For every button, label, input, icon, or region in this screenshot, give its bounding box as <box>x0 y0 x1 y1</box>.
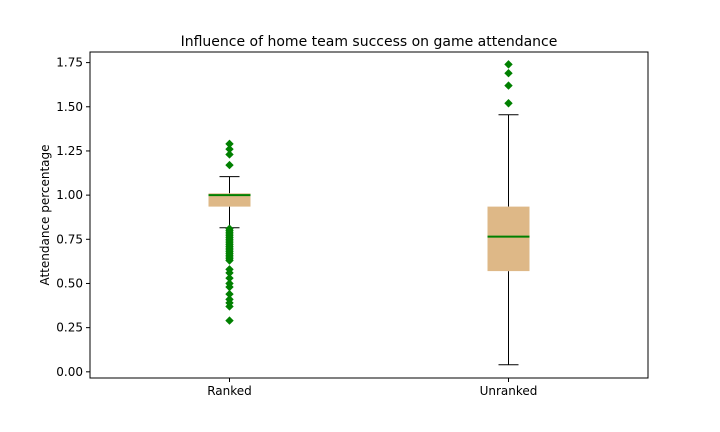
flier-point <box>504 60 513 69</box>
flier-point <box>225 139 234 149</box>
flier-point <box>225 150 234 159</box>
flier-point <box>225 256 234 265</box>
y-tick-label: 1.75 <box>56 56 83 70</box>
flier-point <box>225 282 234 292</box>
flier-point <box>504 69 513 78</box>
plot-area: 0.00 0.25 0.50 0.75 1.00 1.25 1.50 1.75 Ranked Un… <box>56 56 537 398</box>
y-tick-label: 1.50 <box>56 100 83 114</box>
flier-point <box>225 316 234 325</box>
flier-point <box>504 81 513 90</box>
flier-point <box>225 268 234 278</box>
flier-point <box>225 302 234 311</box>
box-iqr <box>208 193 251 207</box>
flier-point <box>225 273 234 283</box>
flier-point <box>225 289 234 299</box>
y-tick-label: 1.25 <box>56 144 83 158</box>
y-axis-label: Attendance percentage <box>38 144 52 285</box>
flier-point <box>504 99 513 108</box>
y-tick-label: 0.00 <box>56 365 83 379</box>
box-iqr <box>487 206 530 272</box>
flier-point <box>225 144 234 154</box>
plot-frame <box>89 51 649 379</box>
y-tick-label: 0.75 <box>56 232 83 246</box>
chart-title: Influence of home team success on game a… <box>181 34 558 50</box>
x-tick-label: Unranked <box>480 384 538 398</box>
x-tick-label: Ranked <box>207 384 252 398</box>
y-tick-label: 0.50 <box>56 276 83 290</box>
flier-point <box>225 160 234 170</box>
y-tick-label: 0.25 <box>56 321 83 335</box>
y-tick-label: 1.00 <box>56 188 83 202</box>
